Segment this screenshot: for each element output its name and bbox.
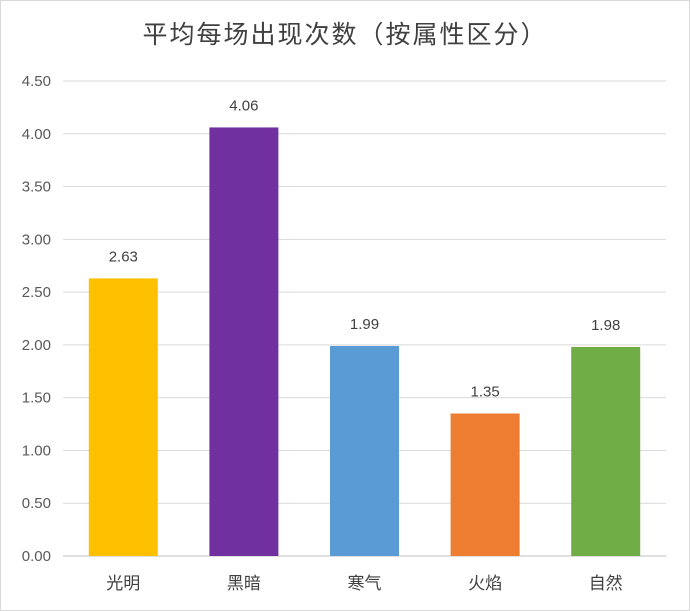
- data-label: 1.99: [350, 316, 379, 333]
- x-tick-label: 黑暗: [227, 574, 261, 594]
- y-tick-label: 0.00: [22, 548, 51, 565]
- y-tick-label: 2.00: [22, 337, 51, 354]
- bar: [330, 345, 399, 556]
- bar: [571, 347, 641, 556]
- x-tick-label: 火焰: [468, 574, 502, 594]
- y-tick-label: 2.50: [22, 284, 51, 301]
- y-tick-label: 1.00: [22, 442, 51, 459]
- y-tick-label: 3.00: [22, 231, 51, 248]
- data-label: 2.63: [109, 248, 138, 265]
- data-label: 4.06: [229, 97, 258, 114]
- x-tick-label: 寒气: [348, 574, 382, 594]
- bar: [88, 278, 158, 556]
- data-label: 1.35: [470, 384, 499, 401]
- bar: [209, 127, 279, 556]
- x-tick-label: 自然: [589, 574, 623, 594]
- y-tick-label: 0.50: [22, 495, 51, 512]
- y-tick-label: 3.50: [22, 179, 51, 196]
- x-tick-label: 光明: [106, 574, 140, 594]
- y-tick-label: 4.50: [22, 73, 51, 90]
- chart-title: 平均每场出现次数（按属性区分）: [142, 20, 548, 49]
- data-label: 1.98: [591, 317, 620, 334]
- y-tick-label: 1.50: [22, 390, 51, 407]
- y-tick-label: 4.00: [22, 126, 51, 143]
- bar: [450, 413, 520, 556]
